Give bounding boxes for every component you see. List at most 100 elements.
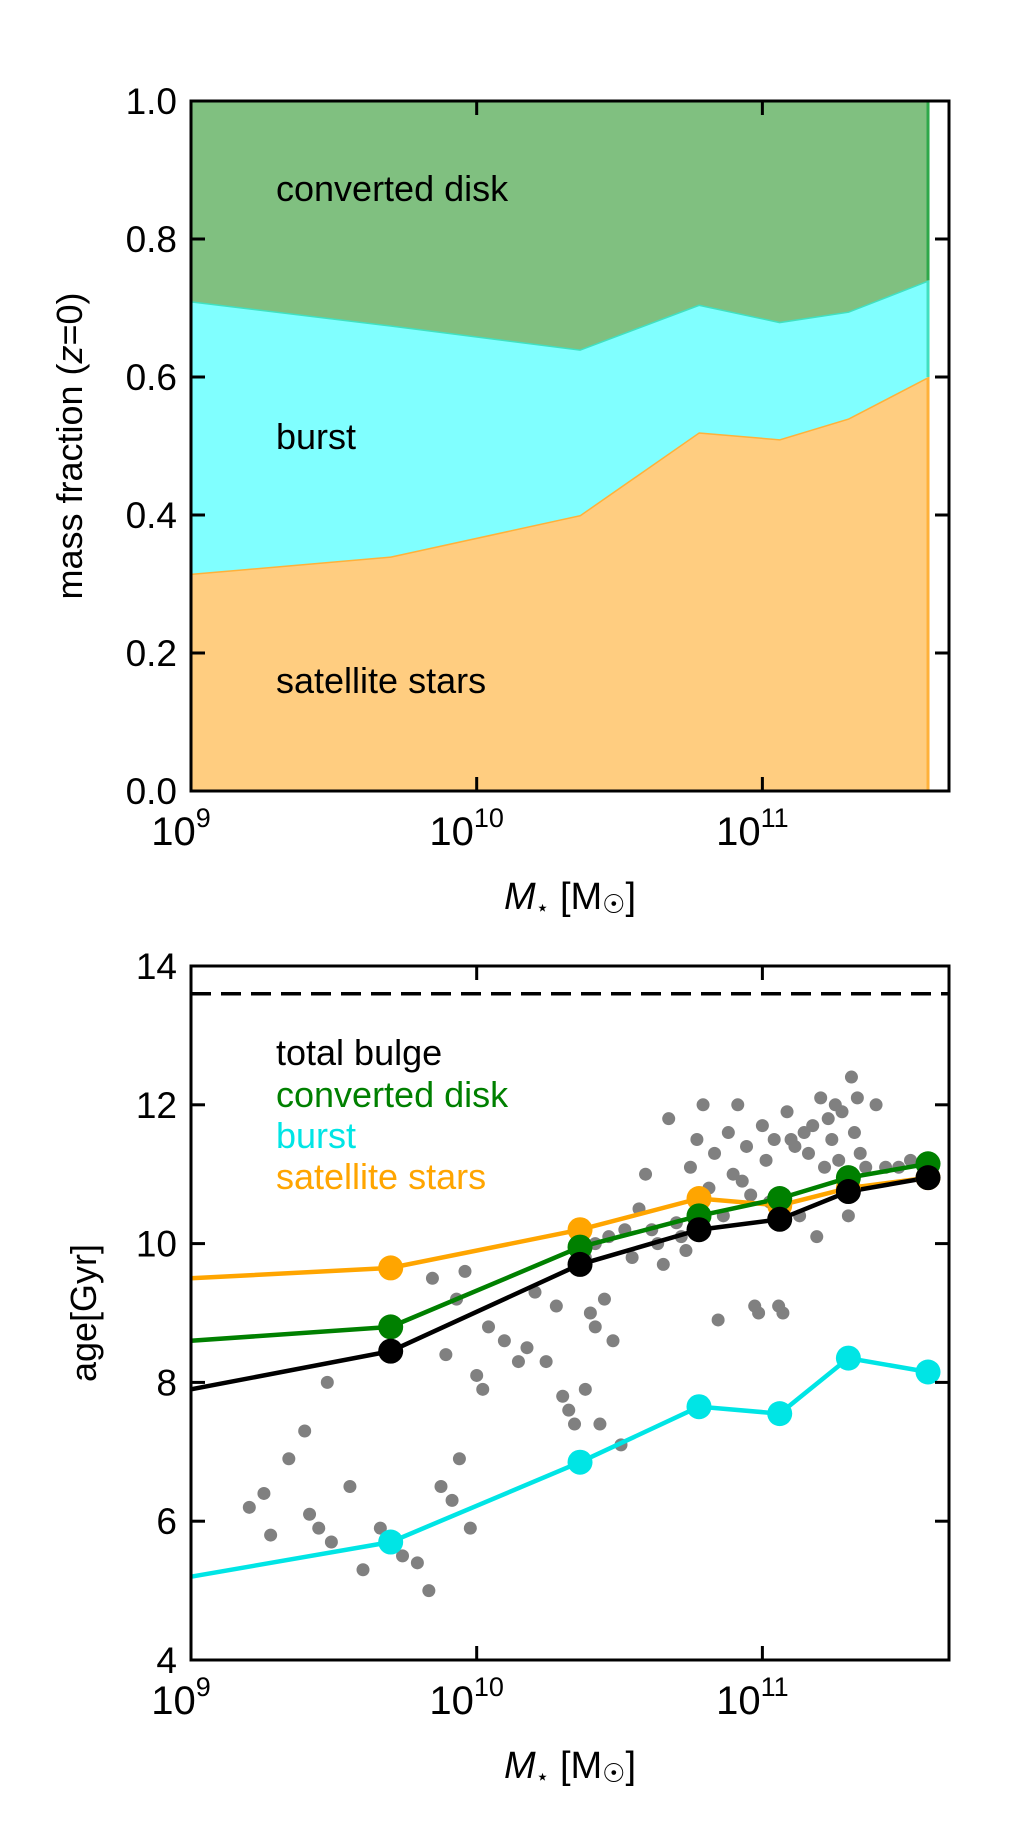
top-y-tick-label: 0.0	[126, 771, 177, 812]
scatter-point	[264, 1528, 278, 1542]
scatter-point	[832, 1153, 846, 1167]
scatter-point	[497, 1334, 511, 1348]
axis-label-part: mass fraction (	[49, 363, 90, 599]
scatter-point	[711, 1313, 725, 1327]
bottom-y-tick-label: 10	[136, 1224, 177, 1265]
bottom-x-tick-label: 1011	[716, 1672, 789, 1723]
scatter-point	[740, 1139, 754, 1153]
annotation-burst: burst	[276, 416, 356, 457]
age-panel: total bulge converted disk burst satelli…	[63, 946, 951, 1789]
area-satellite-stars	[191, 377, 929, 791]
scatter-point	[731, 1098, 745, 1112]
scatter-point	[847, 1126, 861, 1140]
scatter-point	[452, 1452, 466, 1466]
scatter-point	[303, 1507, 317, 1521]
tick-base: 10	[429, 810, 474, 854]
legend-burst: burst	[276, 1115, 356, 1156]
marker-satellite-stars	[567, 1217, 593, 1243]
scatter-point	[373, 1521, 387, 1535]
scatter-point	[439, 1348, 453, 1362]
axis-label-part: ⋆	[536, 895, 550, 920]
scatter-point	[780, 1105, 794, 1119]
scatter-point	[850, 1091, 864, 1105]
bottom-y-tick-label: 14	[136, 946, 177, 987]
marker-converted-disk	[567, 1234, 593, 1260]
scatter-point	[425, 1271, 439, 1285]
scatter-point	[556, 1389, 570, 1403]
marker-burst	[767, 1401, 793, 1427]
scatter-point	[549, 1299, 563, 1313]
scatter-point	[282, 1452, 296, 1466]
age-series	[190, 1151, 941, 1579]
top-x-tick-label: 1010	[429, 803, 504, 854]
tick-base: 10	[151, 810, 196, 854]
scatter-point	[735, 1174, 749, 1188]
axis-label-part: ]	[625, 1745, 636, 1787]
scatter-point	[814, 1091, 828, 1105]
tick-exponent: 10	[474, 803, 504, 833]
axis-label-part: ]	[625, 876, 636, 918]
top-x-ticks: 109 1010 1011	[151, 101, 789, 854]
bottom-y-tick-label: 8	[156, 1362, 177, 1403]
tick-exponent: 11	[761, 1672, 789, 1702]
top-y-tick-label: 0.8	[126, 219, 177, 260]
bottom-x-tick-label: 109	[151, 1672, 211, 1723]
scatter-point	[463, 1521, 477, 1535]
scatter-point	[511, 1355, 525, 1369]
scatter-point	[767, 1133, 781, 1146]
annotation-satellite-stars: satellite stars	[276, 660, 486, 701]
scatter-point	[869, 1098, 883, 1112]
scatter-point	[482, 1320, 496, 1334]
axis-label-part: [M	[549, 1745, 602, 1787]
bottom-y-tick-label: 12	[136, 1085, 177, 1126]
scatter-point	[853, 1146, 867, 1160]
top-plot-frame	[189, 99, 951, 793]
scatter-point	[520, 1341, 534, 1355]
scatter-point	[597, 1292, 611, 1306]
scatter-point	[593, 1417, 607, 1431]
scatter-point	[434, 1480, 448, 1493]
legend-total-bulge: total bulge	[276, 1032, 442, 1073]
top-x-axis-label: M⋆ [M☉]	[504, 876, 636, 920]
scatter-point	[470, 1368, 484, 1382]
scatter-point	[568, 1417, 582, 1431]
legend-satellite-stars: satellite stars	[276, 1156, 486, 1197]
scatter-point	[298, 1424, 312, 1438]
scatter-point	[356, 1563, 370, 1577]
marker-burst	[378, 1529, 404, 1555]
scatter-point	[904, 1153, 918, 1167]
top-y-ticks: 0.0 0.2 0.4 0.6 0.8 1.0	[126, 81, 949, 812]
scatter-point	[562, 1403, 576, 1417]
scatter-point	[343, 1480, 357, 1493]
scatter-point	[539, 1355, 553, 1369]
scatter-point	[242, 1500, 256, 1514]
top-y-tick-label: 0.6	[126, 357, 177, 398]
scatter-point	[396, 1549, 410, 1563]
tick-exponent: 10	[474, 1672, 504, 1702]
axis-label-part: z	[49, 345, 90, 364]
axis-label-part: M	[504, 876, 536, 918]
scatter-point	[588, 1320, 602, 1334]
scatter-point	[810, 1230, 824, 1244]
legend-converted-disk: converted disk	[276, 1074, 509, 1115]
marker-total-bulge	[567, 1251, 593, 1277]
scatter-point	[324, 1535, 338, 1549]
marker-total-bulge	[915, 1165, 941, 1191]
top-y-axis-label: mass fraction (z=0)	[49, 292, 90, 599]
stacked-areas	[190, 99, 930, 791]
scatter-point	[458, 1264, 472, 1278]
bottom-x-ticks: 109 1010 1011	[151, 966, 789, 1723]
scatter-point	[410, 1556, 424, 1570]
tick-exponent: 9	[196, 803, 211, 833]
scatter-point	[801, 1146, 815, 1160]
marker-converted-disk	[378, 1314, 404, 1340]
scatter-point	[841, 1209, 855, 1223]
scatter-point	[606, 1334, 620, 1348]
marker-total-bulge	[686, 1217, 712, 1243]
scatter-point	[639, 1167, 653, 1181]
scatter-point	[755, 1119, 769, 1133]
tick-base: 10	[716, 810, 761, 854]
scatter-point	[776, 1306, 790, 1320]
scatter-point	[844, 1070, 858, 1084]
area-annotations: converted disk burst satellite stars	[276, 168, 509, 701]
